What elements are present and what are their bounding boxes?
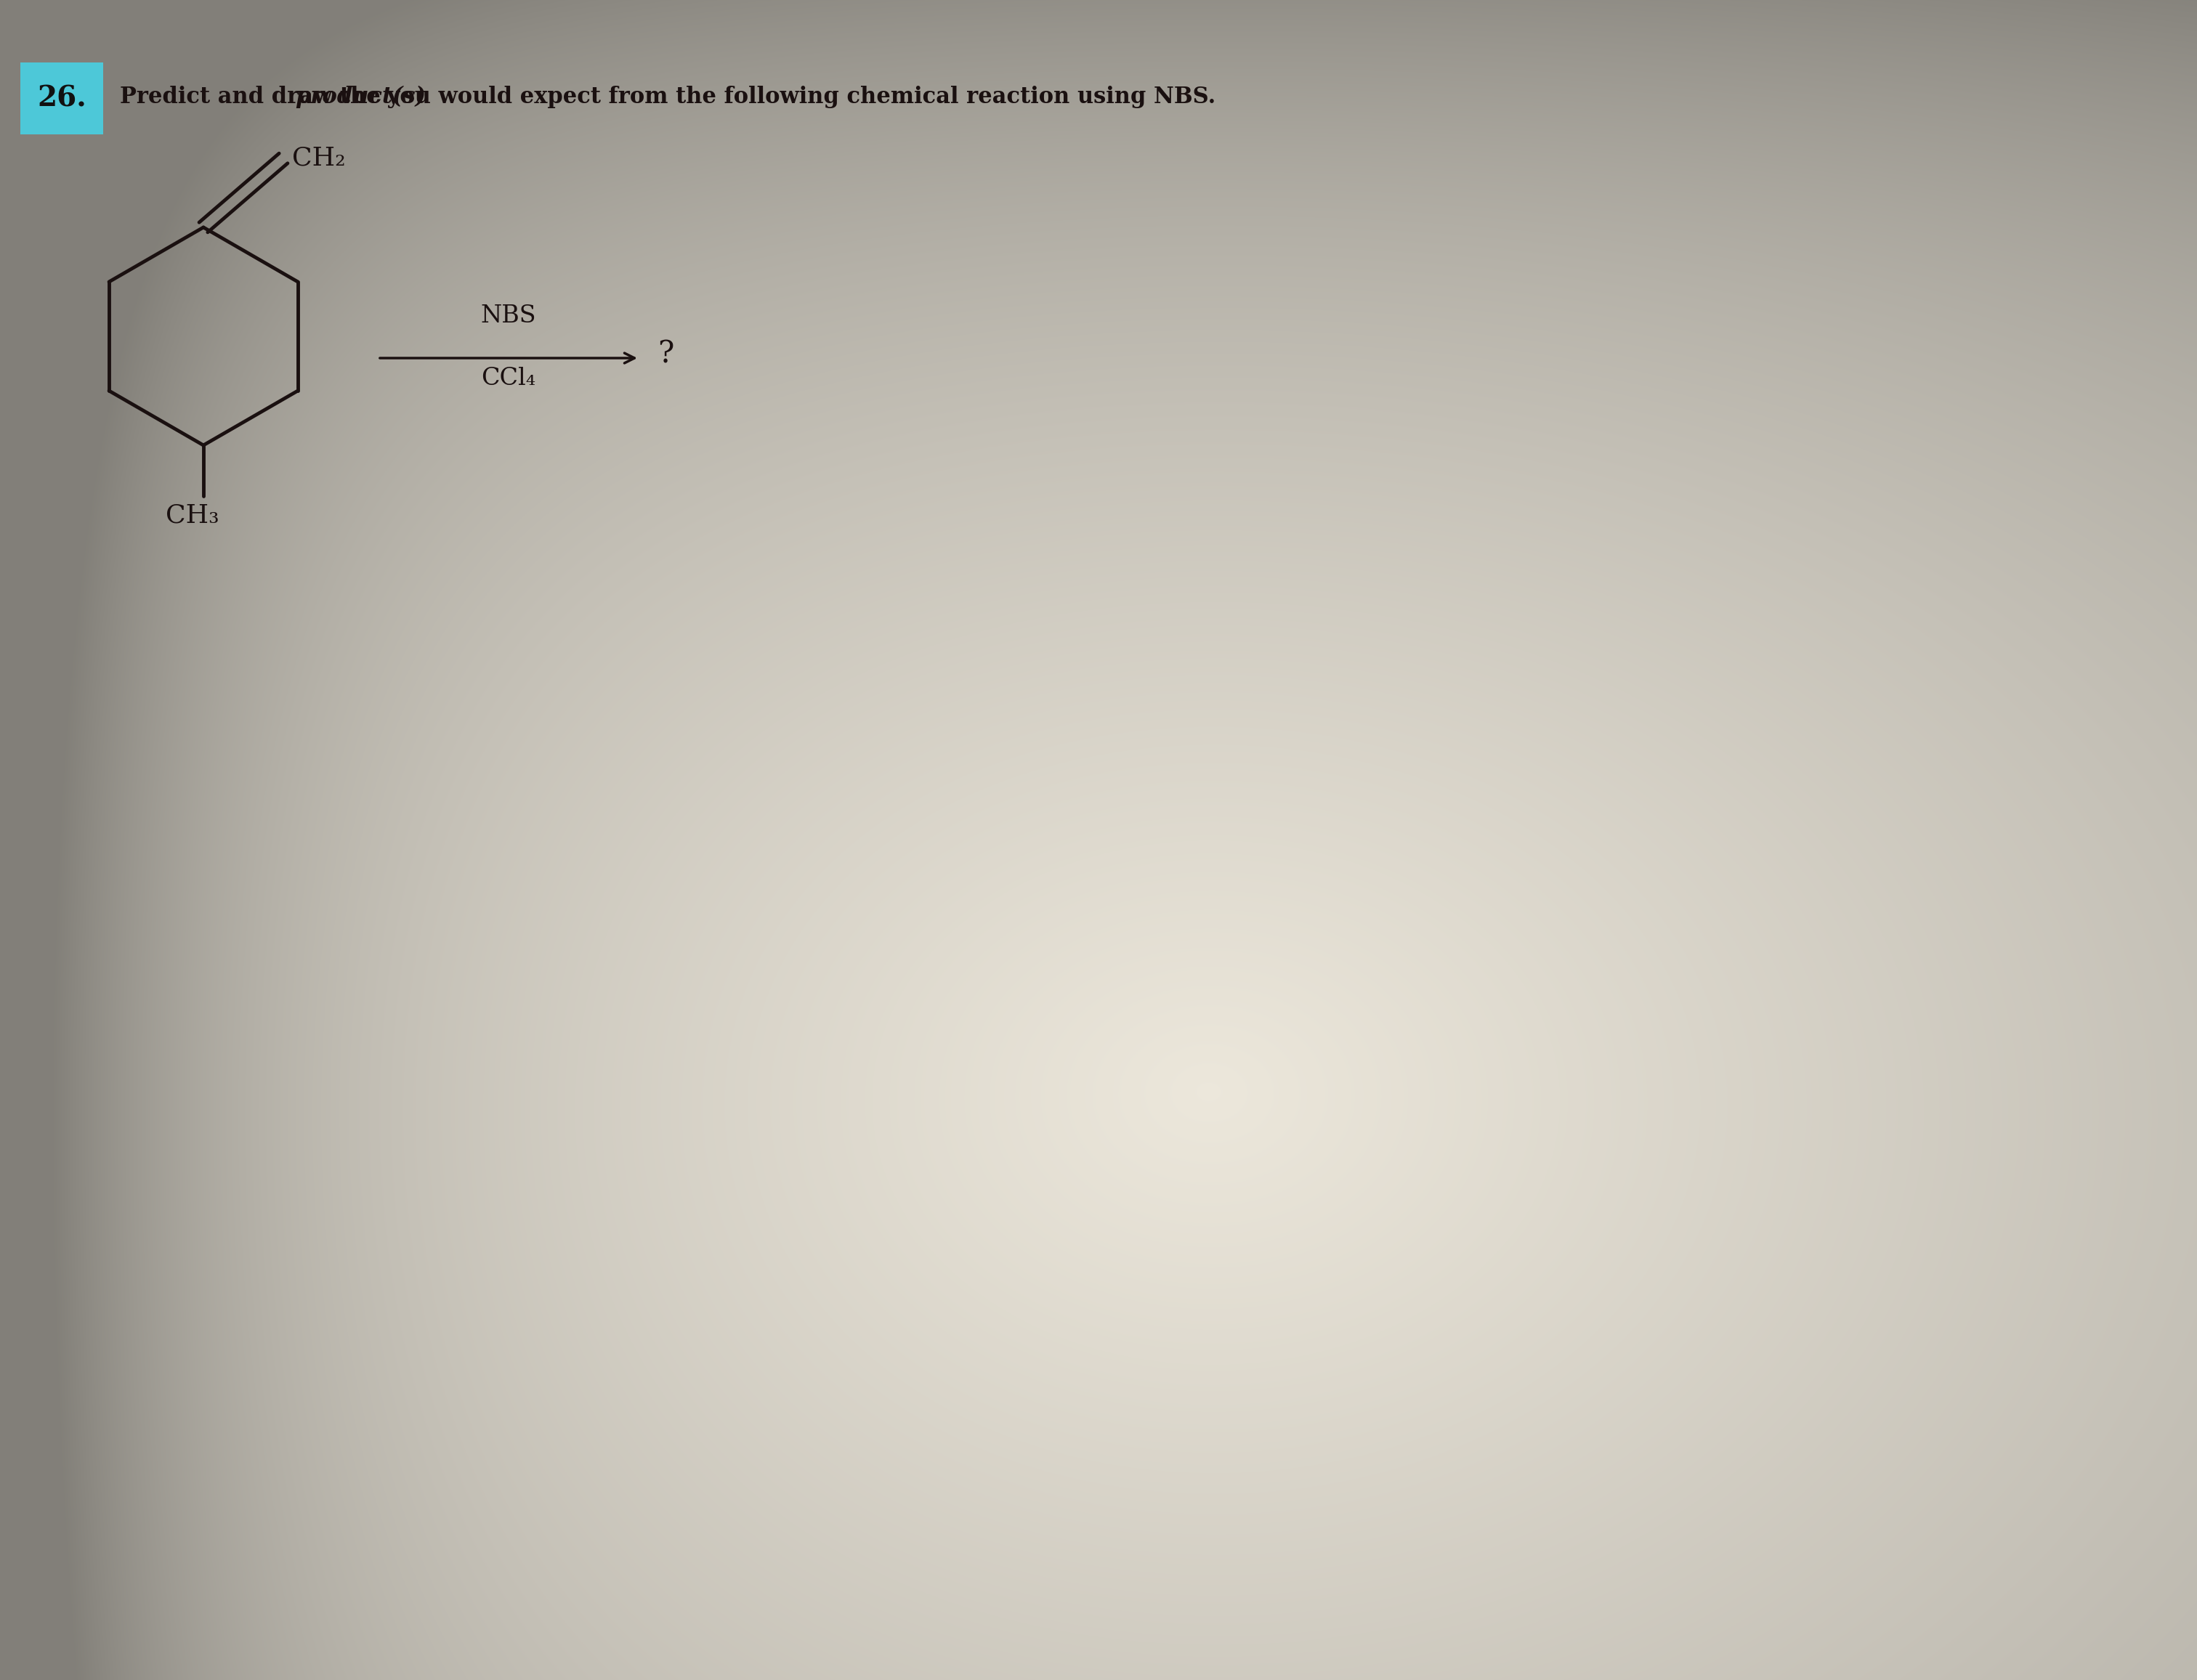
Text: Predict and draw the: Predict and draw the — [121, 86, 389, 108]
Text: NBS: NBS — [481, 304, 536, 328]
Text: you would expect from the following chemical reaction using NBS.: you would expect from the following chem… — [378, 86, 1215, 108]
Text: CCl₄: CCl₄ — [481, 366, 536, 390]
Text: CH₂: CH₂ — [292, 146, 345, 171]
Text: ?: ? — [657, 339, 674, 370]
Text: product(s): product(s) — [294, 86, 426, 108]
Text: 26.: 26. — [37, 84, 86, 113]
FancyBboxPatch shape — [20, 62, 103, 134]
Text: CH₃: CH₃ — [165, 504, 220, 528]
